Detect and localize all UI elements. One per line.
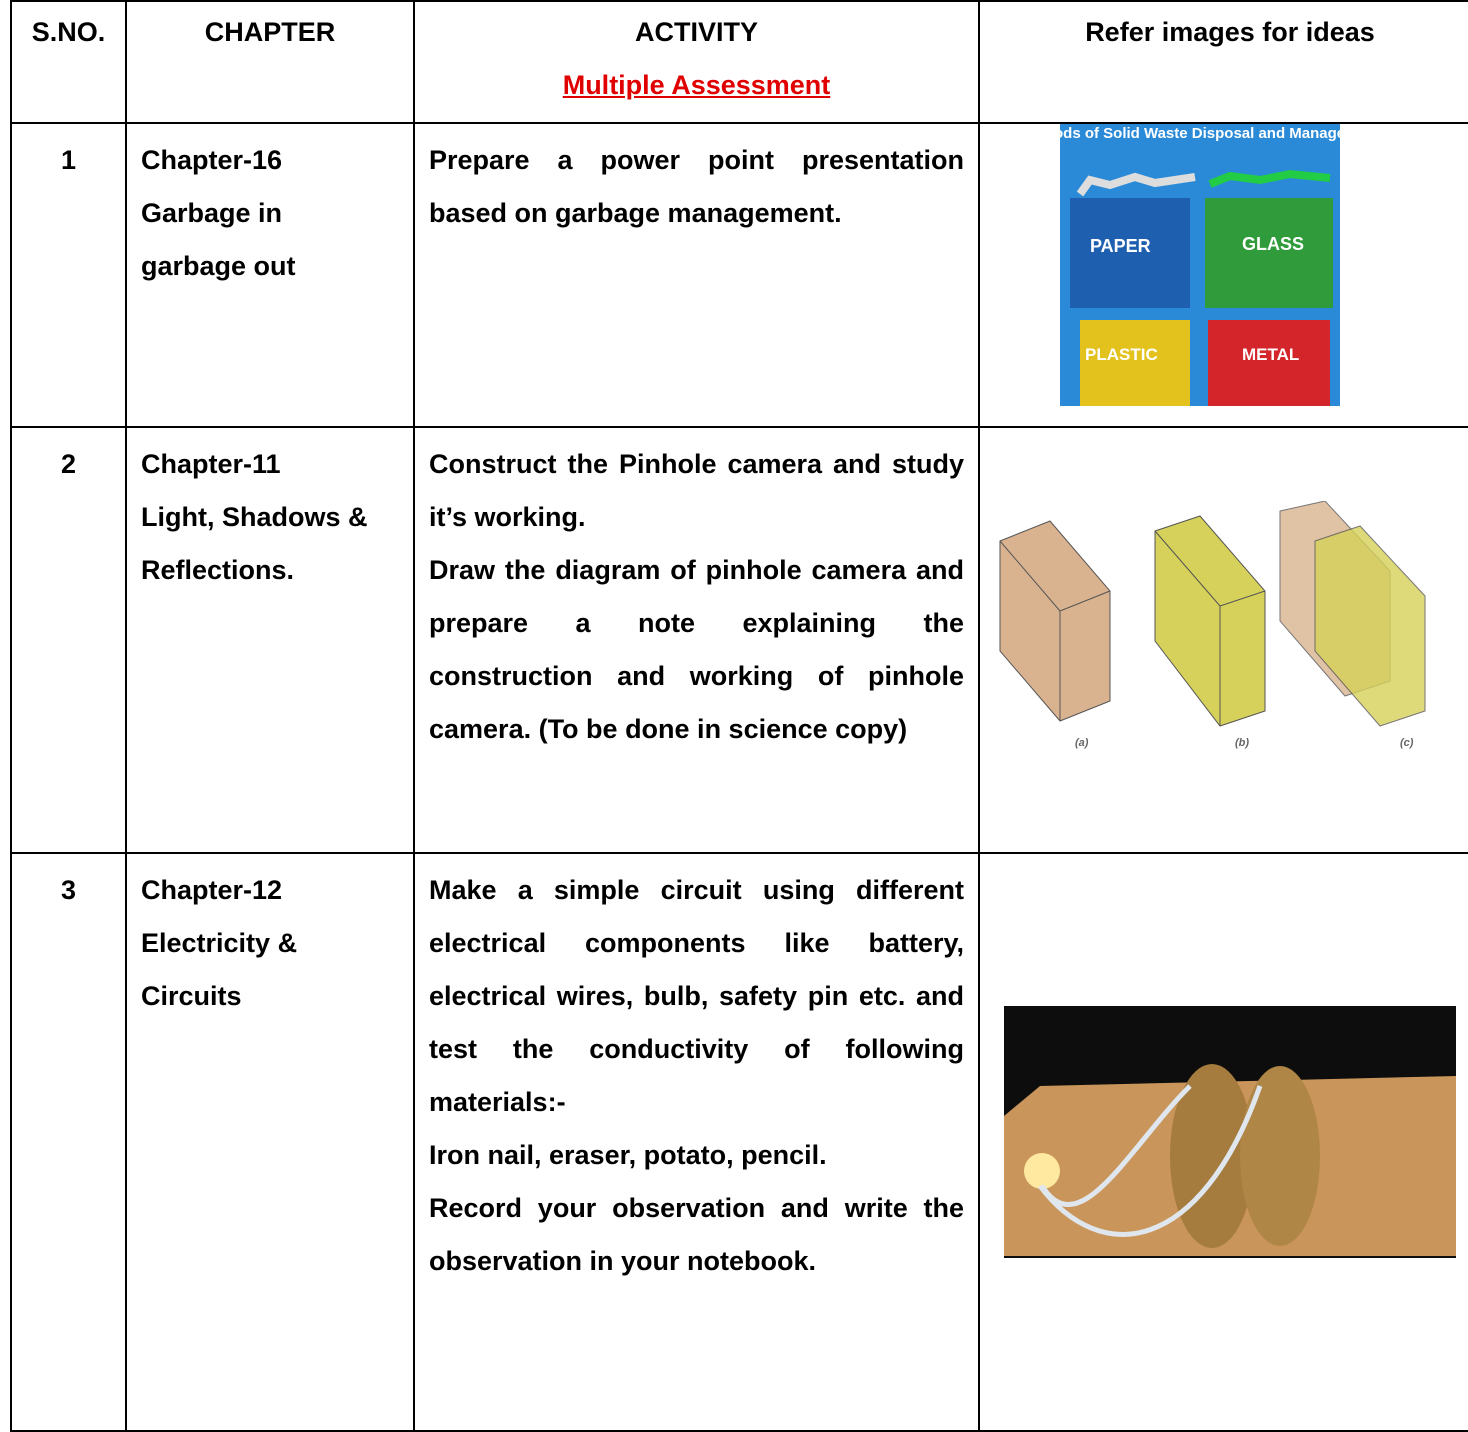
activity: Prepare a power point presentation based… — [413, 122, 980, 428]
chapter-name: Electricity & Circuits — [141, 928, 298, 1011]
row: 2 Chapter-11 Light, Shadows & Reflections… — [10, 426, 1468, 854]
recycling-bins-image: Methods of Solid Waste Disposal and Mana… — [1019, 124, 1381, 406]
figure-label: (a) — [1075, 737, 1089, 749]
image-cell: Methods of Solid Waste Disposal and Mana… — [978, 122, 1468, 428]
chapter-number: Chapter-12 — [141, 875, 283, 905]
figure-label: (b) — [1235, 737, 1249, 749]
sno: 3 — [10, 852, 127, 1432]
chapter-name: Garbage in garbage out — [141, 198, 296, 281]
row: 1 Chapter-16 Garbage in garbage out Prepa… — [10, 122, 1468, 428]
bin-label: PLASTIC — [1085, 345, 1158, 364]
activity-table: S.NO. CHAPTER ACTIVITY Multiple Assessmen… — [10, 0, 1468, 1432]
chapter-name: Light, Shadows & Reflections. — [141, 502, 368, 585]
pinhole-camera-image: (a) (b) (c) — [999, 500, 1426, 749]
image-cell — [978, 852, 1468, 1432]
activity-text: Iron nail, eraser, potato, pencil. — [429, 1140, 827, 1170]
activity-text: Construct the Pinhole camera and study i… — [429, 449, 964, 532]
bin-label: GLASS — [1242, 234, 1304, 254]
chapter: Chapter-16 Garbage in garbage out — [125, 122, 415, 428]
header-cell: CHAPTER — [125, 0, 415, 124]
bin-label: PAPER — [1090, 236, 1151, 256]
activity-text: Prepare a power point presentation based… — [429, 145, 964, 228]
activity-text: Make a simple circuit using different el… — [429, 875, 964, 1117]
header-cell: ACTIVITY Multiple Assessment — [413, 0, 980, 124]
figure-label: (c) — [1400, 737, 1414, 749]
chapter-number: Chapter-16 — [141, 145, 283, 175]
row: 3 Chapter-12 Electricity & Circuits Make … — [10, 852, 1468, 1432]
sno: 2 — [10, 426, 127, 854]
header-text: ACTIVITY — [634, 17, 758, 47]
activity: Construct the Pinhole camera and study i… — [413, 426, 980, 854]
sno: 1 — [10, 122, 127, 428]
activity-text: Draw the diagram of pinhole camera and p… — [429, 555, 964, 744]
header-cell: S.NO. — [10, 0, 127, 124]
potato-battery-image — [1004, 1006, 1456, 1258]
image-cell: (a) (b) (c) — [978, 426, 1468, 854]
chapter-number: Chapter-11 — [141, 449, 281, 479]
chapter: Chapter-11 Light, Shadows & Reflections. — [125, 426, 415, 854]
header-subtitle: Multiple Assessment — [562, 70, 831, 100]
bin-label: METAL — [1242, 345, 1299, 364]
image-title: Methods of Solid Waste Disposal and Mana… — [1019, 125, 1381, 142]
activity: Make a simple circuit using different el… — [413, 852, 980, 1432]
chapter: Chapter-12 Electricity & Circuits — [125, 852, 415, 1432]
header-cell: Refer images for ideas — [978, 0, 1468, 124]
activity-text: Record your observation and write the ob… — [429, 1193, 964, 1276]
header-row: S.NO. CHAPTER ACTIVITY Multiple Assessmen… — [10, 0, 1468, 124]
